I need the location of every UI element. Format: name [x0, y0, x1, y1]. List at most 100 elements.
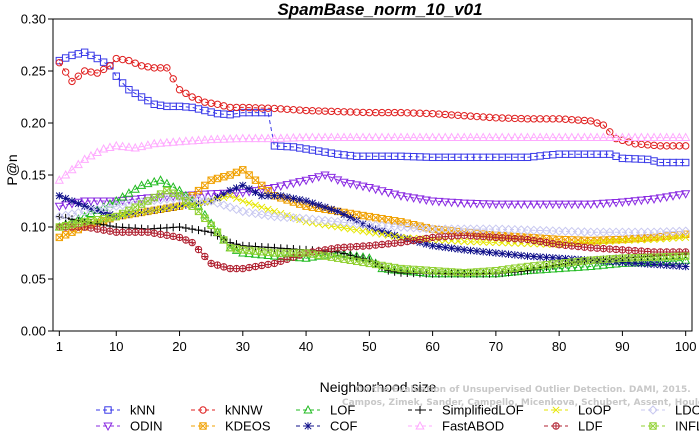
data-point-ldof	[592, 227, 602, 237]
data-point-knn	[74, 50, 83, 58]
data-point-fastabod	[548, 132, 558, 142]
data-point-loop	[138, 208, 146, 216]
data-point-kdeos-cross	[201, 181, 209, 189]
data-point-ldf-plus	[423, 235, 430, 242]
data-point-odin	[446, 198, 457, 208]
data-point-kdeos-cross	[372, 214, 380, 222]
data-point-odin	[269, 183, 280, 193]
data-point-odin	[136, 195, 147, 204]
data-point-odin	[396, 192, 406, 201]
data-point-odin	[402, 193, 412, 202]
data-point-inflo-cross	[182, 197, 190, 205]
legend-item-lof: LOF	[296, 403, 355, 418]
data-point-fastabod	[484, 132, 495, 142]
data-point-loop	[473, 238, 481, 246]
data-point-inflo-cross	[188, 202, 196, 210]
data-point-simplifiedlof	[346, 251, 355, 260]
series-inflo	[55, 186, 690, 277]
data-point-lof	[598, 260, 609, 269]
data-point-fastabod	[541, 132, 552, 142]
data-point-kdeos-cross	[631, 235, 639, 243]
data-point-ldof	[453, 224, 463, 234]
data-point-cof	[245, 185, 253, 193]
data-point-ldf-plus	[321, 246, 329, 254]
data-point-kdeos-cross	[397, 218, 405, 226]
legend-label: FastABOD	[442, 419, 504, 434]
data-point-fastabod	[453, 132, 463, 142]
data-point-odin	[377, 187, 387, 196]
data-point-fastabod	[535, 132, 545, 142]
data-point-cof	[517, 251, 525, 260]
legend-label: LDOF	[675, 403, 699, 418]
data-point-ldof	[459, 224, 469, 234]
data-point-ldof	[427, 224, 438, 234]
data-point-ldf-plus	[347, 243, 354, 251]
legend-marker	[103, 422, 113, 432]
legend-item-loop: LoOP	[544, 403, 611, 418]
data-point-inflo-cross	[169, 189, 177, 197]
data-point-cof	[93, 206, 101, 215]
data-point-fastabod	[503, 132, 514, 142]
data-point-inflo-cross	[270, 249, 278, 257]
series-fastabod	[54, 132, 691, 184]
data-point-odin	[668, 192, 678, 201]
data-point-fastabod	[282, 133, 292, 142]
series-line-knnw	[58, 57, 686, 147]
data-point-fastabod	[586, 132, 596, 142]
watermark-line2: Campos, Zimek, Sander, Campello, Micenko…	[342, 398, 699, 408]
data-point-fastabod	[427, 132, 438, 142]
data-point-cof	[289, 194, 298, 203]
data-point-ldf-plus	[593, 245, 601, 252]
data-point-inflo-cross	[74, 219, 82, 227]
data-point-kdeos-cross	[207, 176, 215, 184]
data-point-inflo-cross	[68, 220, 76, 228]
data-point-odin	[421, 196, 431, 206]
data-point-fastabod	[440, 132, 450, 142]
data-point-loop	[460, 238, 468, 246]
data-point-fastabod	[491, 132, 501, 142]
data-point-ldf-plus	[498, 234, 506, 242]
data-point-ldf-plus	[619, 246, 626, 254]
data-point-inflo-cross	[485, 267, 494, 275]
data-point-ldf-plus	[245, 264, 253, 271]
data-point-inflo-cross	[549, 260, 557, 268]
data-point-kdeos	[239, 166, 247, 174]
data-point-fastabod	[529, 132, 539, 142]
data-point-inflo	[213, 228, 222, 236]
data-point-knn	[93, 54, 101, 63]
data-point-inflo-cross	[283, 249, 291, 257]
data-point-ldf-plus	[138, 229, 145, 236]
data-point-ldof	[345, 218, 356, 228]
data-point-knnw	[599, 121, 608, 129]
data-point-lof	[605, 259, 615, 269]
y-tick-label: 0.00	[21, 324, 46, 339]
data-point-odin	[371, 185, 381, 195]
data-point-knnw	[681, 142, 690, 150]
data-point-ldf-plus	[480, 233, 487, 240]
data-point-inflo-cross	[530, 262, 538, 270]
data-point-odin	[440, 198, 450, 207]
data-point-ldof	[402, 222, 413, 233]
data-point-ldof	[396, 222, 406, 232]
data-point-lof	[333, 247, 343, 257]
data-point-inflo-cross	[194, 207, 203, 215]
data-point-simplifiedlof	[181, 224, 190, 233]
data-point-inflo-cross	[429, 267, 437, 275]
data-point-inflo-cross	[656, 253, 664, 261]
data-point-loop	[378, 230, 386, 238]
data-point-loop	[188, 200, 196, 208]
data-point-inflo-cross	[157, 190, 165, 198]
data-point-ldof	[377, 221, 387, 231]
data-point-ldof	[238, 206, 248, 217]
data-point-ldof	[276, 212, 286, 222]
data-point-loop	[144, 207, 152, 215]
data-point-loop	[454, 237, 462, 245]
data-point-knn	[87, 51, 95, 60]
data-point-fastabod	[402, 132, 412, 142]
data-point-odin	[510, 200, 520, 210]
data-point-ldof	[516, 225, 526, 235]
data-point-fastabod	[643, 132, 653, 142]
data-point-ldof	[484, 224, 495, 234]
data-point-ldof	[415, 223, 425, 233]
